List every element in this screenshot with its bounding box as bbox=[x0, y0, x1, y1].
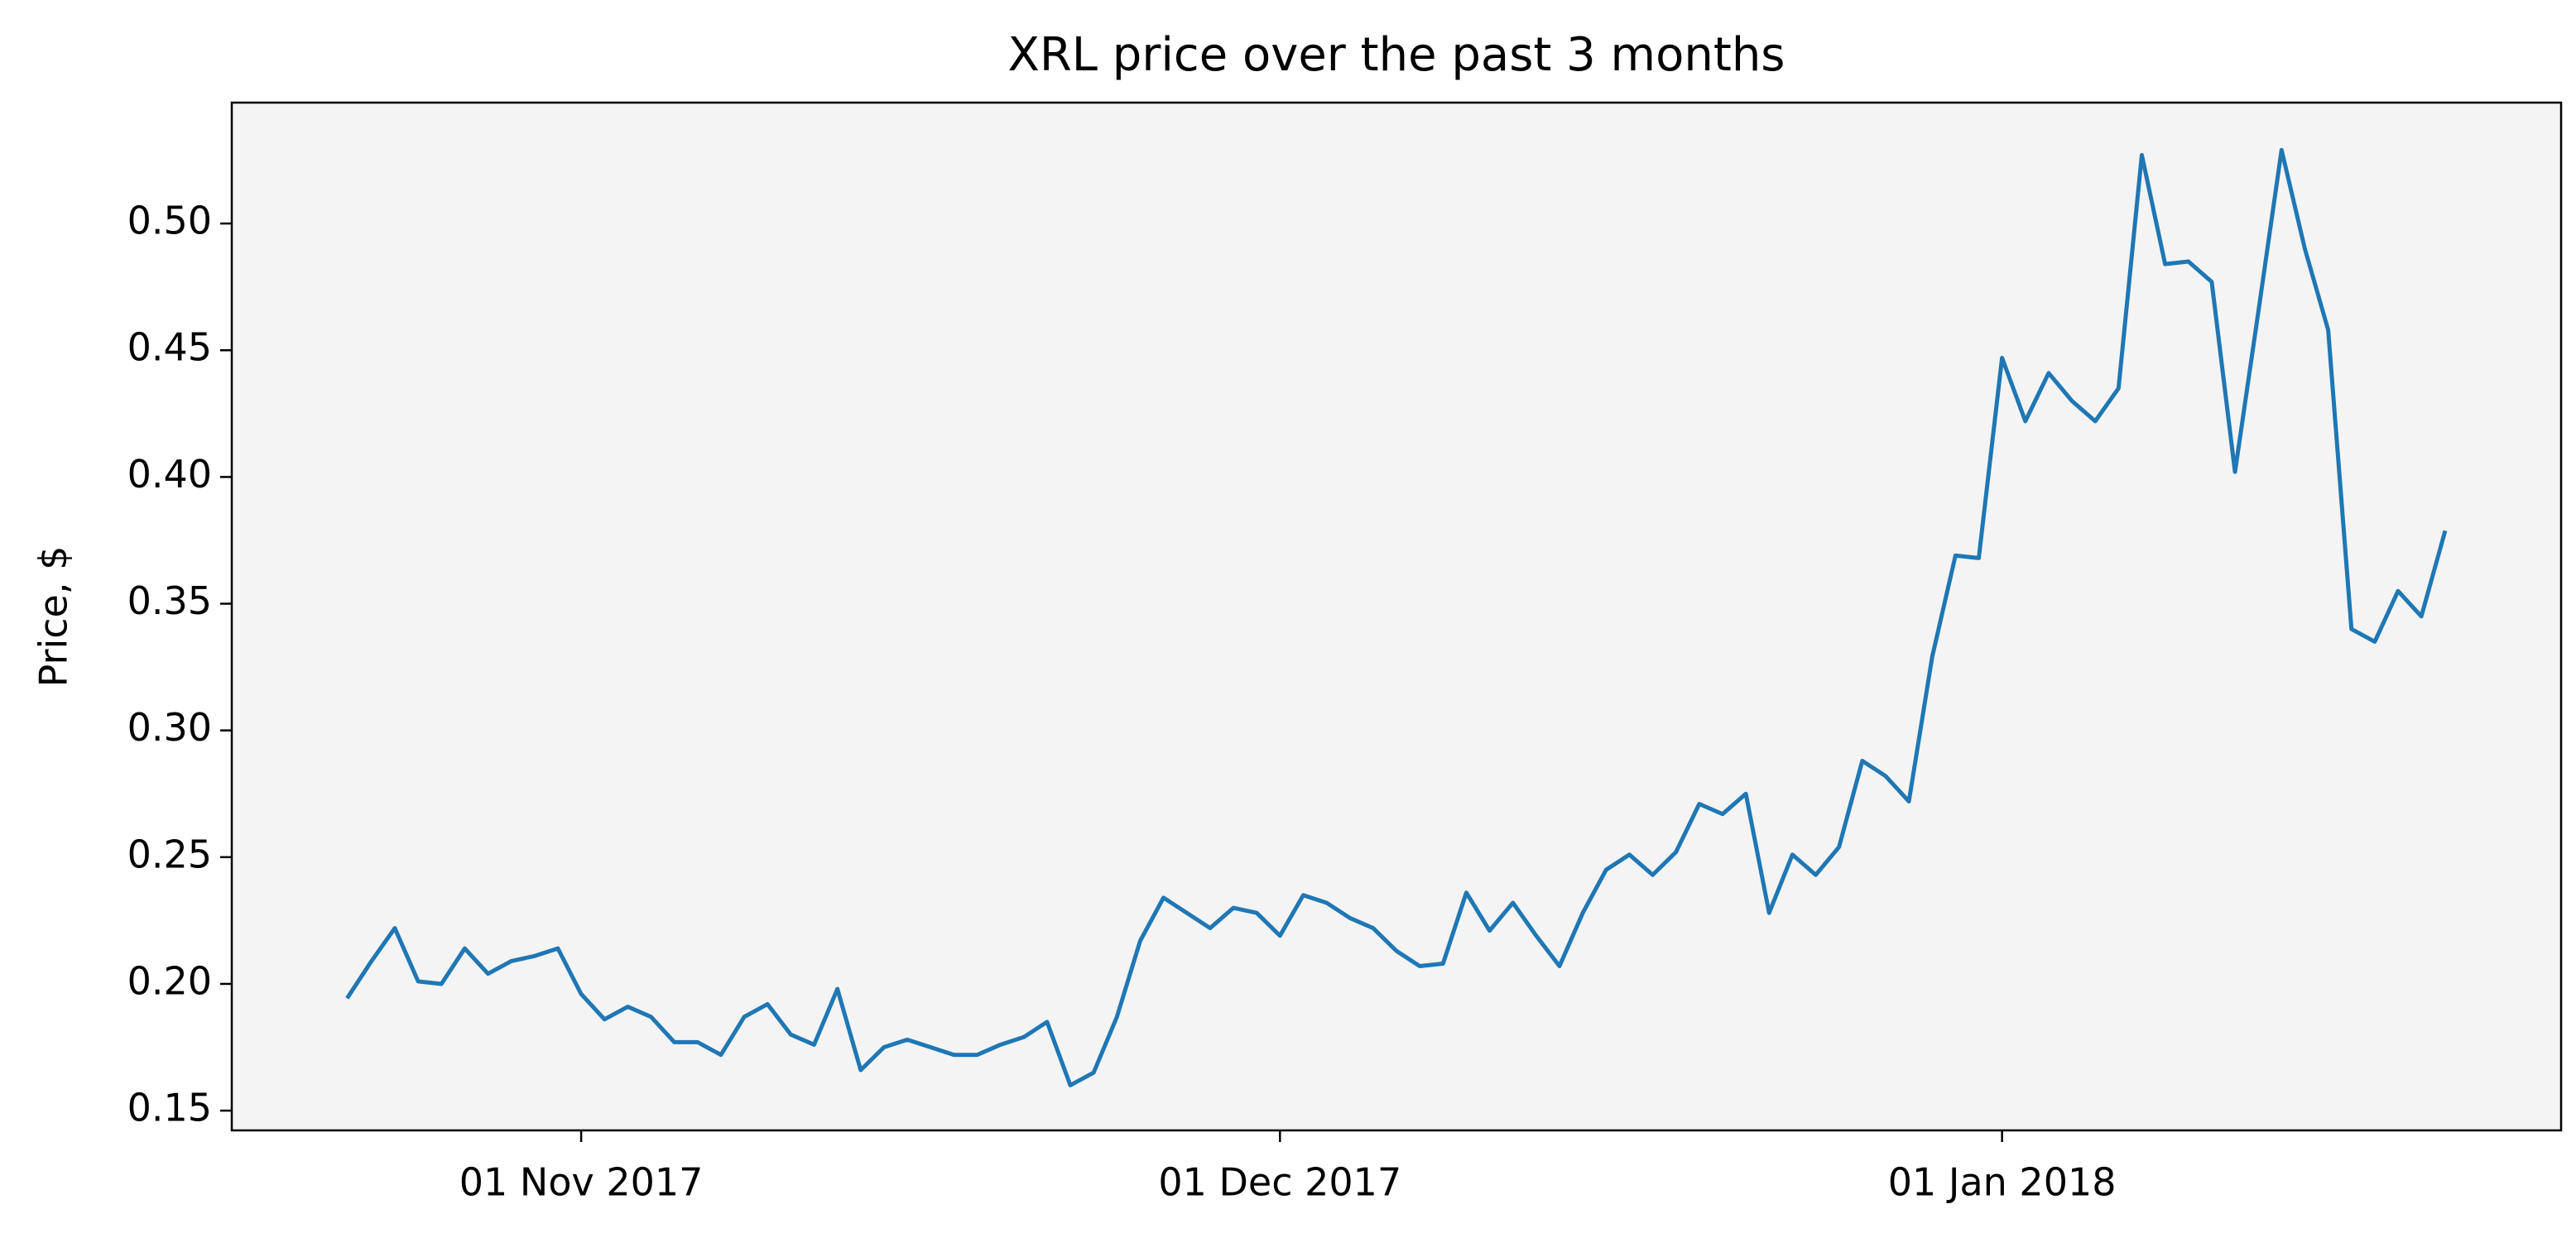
y-tick-label: 0.25 bbox=[127, 832, 212, 876]
x-tick-label: 01 Nov 2017 bbox=[459, 1160, 704, 1205]
y-tick-label: 0.15 bbox=[127, 1086, 212, 1130]
y-tick-label: 0.30 bbox=[127, 705, 212, 750]
y-tick-label: 0.50 bbox=[127, 199, 212, 243]
x-tick-label: 01 Dec 2017 bbox=[1158, 1160, 1401, 1205]
price-line bbox=[345, 147, 2448, 1087]
y-tick-label: 0.45 bbox=[127, 325, 212, 370]
chart-title: XRL price over the past 3 months bbox=[1008, 28, 1785, 82]
y-tick-label: 0.40 bbox=[127, 452, 212, 497]
marks bbox=[345, 147, 2448, 1087]
y-axis-label: Price, $ bbox=[31, 546, 76, 688]
plot-frame bbox=[230, 101, 2563, 1132]
y-tick-label: 0.35 bbox=[127, 578, 212, 623]
x-tick-label: 01 Jan 2018 bbox=[1888, 1160, 2117, 1205]
y-tick-label: 0.20 bbox=[127, 958, 212, 1003]
plot-background bbox=[232, 103, 2561, 1130]
